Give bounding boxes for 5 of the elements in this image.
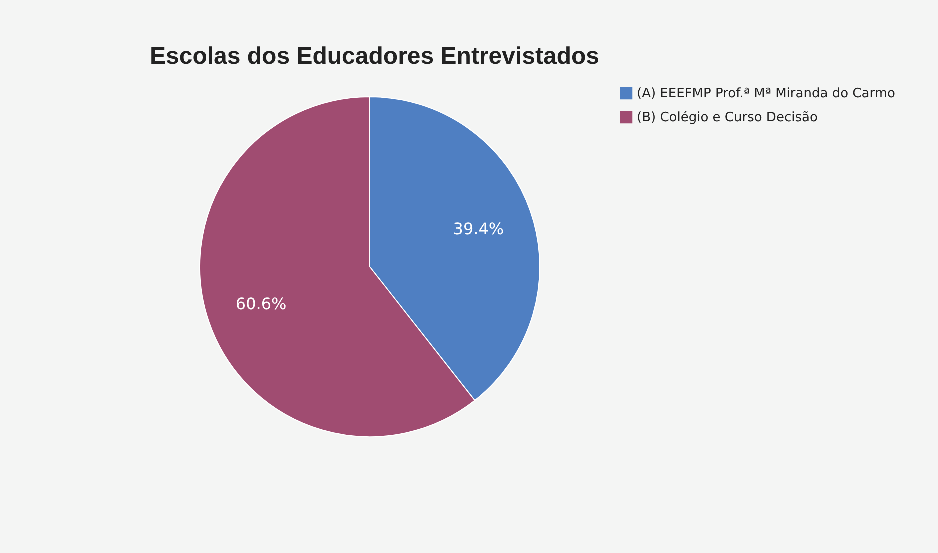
data-label: 60.6%: [236, 294, 287, 314]
chart-title: Escolas dos Educadores Entrevistados: [150, 43, 600, 70]
legend-label: (A) EEEFMP Prof.ª Mª Miranda do Carmo: [637, 86, 896, 102]
data-label: 39.4%: [453, 219, 504, 238]
legend-label: (B) Colégio e Curso Decisão: [637, 110, 818, 126]
